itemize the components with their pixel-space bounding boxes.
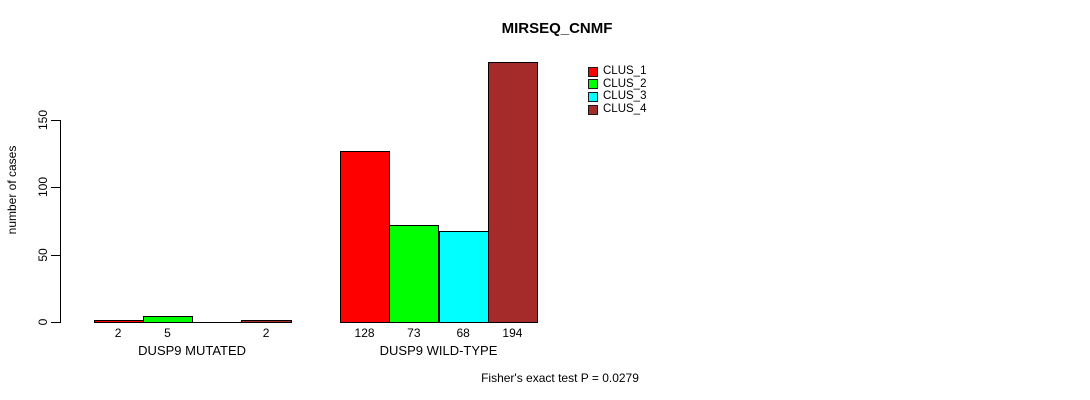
bar-value-label: 5 <box>164 326 171 340</box>
bar-value-label: 73 <box>407 326 421 340</box>
bar-clus_4-group1 <box>241 320 292 323</box>
tick-label: 150 <box>36 109 50 131</box>
bar-value-label: 2 <box>262 326 270 340</box>
tick-mark <box>51 187 60 189</box>
y-axis-line <box>60 120 61 323</box>
x-axis-group-label: DUSP9 WILD-TYPE <box>379 343 498 358</box>
tick-mark <box>51 120 60 121</box>
legend-swatch-clus_1 <box>588 66 598 77</box>
bar-value-label: 2 <box>114 326 122 340</box>
bar-value-label: 128 <box>354 326 375 340</box>
tick-mark <box>51 254 60 256</box>
tick-mark <box>51 322 60 323</box>
legend-swatch-clus_3 <box>588 91 598 102</box>
bar-clus_1-group2 <box>339 151 391 323</box>
legend-label-clus_3: CLUS_3 <box>603 90 647 103</box>
tick-label: 0 <box>36 318 50 326</box>
bar-value-label: 68 <box>456 326 470 340</box>
chart-title: MIRSEQ_CNMF <box>501 20 613 37</box>
legend-swatch-clus_4 <box>588 104 598 115</box>
bar-clus_3-group1 <box>192 322 243 323</box>
legend-label-clus_1: CLUS_1 <box>603 65 647 77</box>
bar-clus_2-group2 <box>389 225 440 323</box>
bar-clus_1-group1 <box>93 320 144 323</box>
tick-label: 50 <box>36 247 50 262</box>
x-axis-group-label: DUSP9 MUTATED <box>138 343 247 358</box>
annotation-text: Fisher's exact test P = 0.0279 <box>481 371 639 385</box>
bar-clus_4-group2 <box>487 62 539 323</box>
tick-label: 100 <box>36 177 50 198</box>
bar-value-label: 194 <box>502 326 523 340</box>
y-axis-label: number of cases <box>5 145 19 235</box>
legend-swatch-clus_2 <box>588 79 598 90</box>
bar-clus_2-group1 <box>142 316 194 323</box>
bar-clus_3-group2 <box>438 231 489 323</box>
legend-label-clus_2: CLUS_2 <box>603 77 647 90</box>
legend-label-clus_4: CLUS_4 <box>603 103 647 116</box>
